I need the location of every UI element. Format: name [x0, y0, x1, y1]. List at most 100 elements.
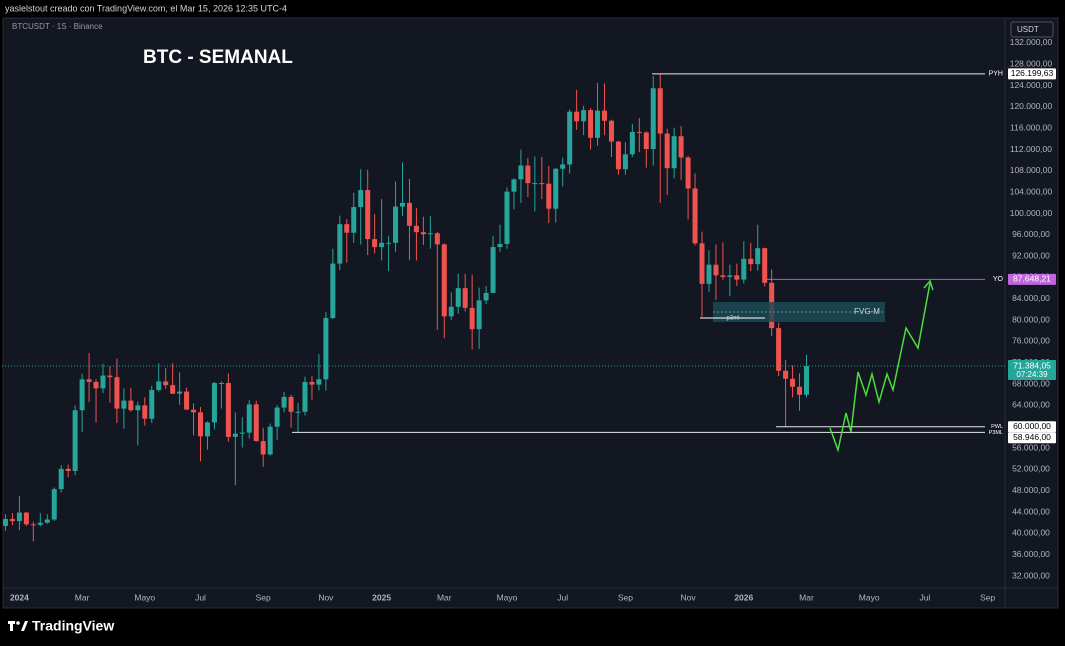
- candle-body: [58, 468, 64, 490]
- axes: 32.000,00 36.000,00 40.000,00 44.000,00 48.0…: [10, 37, 1056, 602]
- candle-body: [170, 385, 176, 394]
- y-tick-label: 48.000,00: [1012, 485, 1050, 495]
- candle-body: [608, 120, 614, 142]
- candle-body: [23, 512, 29, 525]
- y-tick-label: 100.000,00: [1010, 208, 1053, 218]
- candle-body: [288, 396, 294, 412]
- candle-body: [218, 383, 224, 385]
- candle-body: [441, 244, 447, 317]
- candle-body: [177, 391, 183, 394]
- candle-body: [434, 233, 440, 245]
- x-tick-label: 2024: [10, 592, 29, 602]
- candle-body: [706, 264, 712, 284]
- candle-body: [351, 207, 357, 233]
- y-tick-label: 36.000,00: [1012, 549, 1050, 559]
- level-name: PWL: [991, 424, 1003, 430]
- x-tick-label: 2025: [372, 592, 391, 602]
- y-tick-label: 104.000,00: [1010, 186, 1053, 196]
- candle-body: [156, 381, 162, 390]
- candle-body: [741, 258, 747, 280]
- y-tick-label: 96.000,00: [1012, 229, 1050, 239]
- y-tick-label: 80.000,00: [1012, 314, 1050, 324]
- y-tick-label: 84.000,00: [1012, 293, 1050, 303]
- candle-body: [539, 183, 545, 185]
- y-tick-label: 40.000,00: [1012, 528, 1050, 538]
- candle-body: [720, 275, 726, 277]
- plot-area: [2, 73, 1005, 542]
- candle-body: [309, 381, 315, 385]
- candle-body: [344, 224, 350, 233]
- candle-body: [476, 300, 482, 330]
- candle-body: [657, 88, 663, 134]
- chart-title: BTC - SEMANAL: [143, 47, 293, 68]
- candle-body: [567, 111, 573, 165]
- x-tick-label: Jul: [557, 592, 568, 602]
- candle-body: [490, 247, 496, 293]
- candle-body: [650, 88, 656, 150]
- footer-logo: TradingView: [8, 618, 114, 634]
- header: yaslelstout creado con TradingView.com, …: [5, 3, 287, 13]
- candle-body: [9, 518, 15, 522]
- candle-body: [462, 288, 468, 308]
- projection-path: [829, 282, 931, 453]
- candle-body: [184, 391, 190, 410]
- candle-body: [302, 381, 308, 412]
- candle-body: [399, 202, 406, 207]
- chart-panel: [2, 17, 1059, 609]
- level-price-box: [1008, 432, 1056, 444]
- candle-body: [316, 379, 322, 385]
- candle-body: [776, 328, 782, 371]
- candle-body: [511, 179, 517, 192]
- x-tick-label: Mayo: [134, 592, 155, 602]
- candle-body: [79, 379, 85, 411]
- candle-body: [232, 433, 238, 437]
- candle-body: [427, 233, 433, 235]
- logo-part: [16, 621, 20, 625]
- last-price-box: [1008, 360, 1056, 381]
- y-tick-label: 56.000,00: [1012, 442, 1050, 452]
- candle-body: [553, 168, 559, 209]
- candle-body: [615, 141, 621, 170]
- candle-body: [211, 383, 217, 423]
- candle-body: [337, 224, 343, 264]
- candle-body: [643, 132, 649, 150]
- candle-body: [295, 411, 301, 413]
- currency-box: [1010, 21, 1054, 38]
- y-tick-label: 52.000,00: [1012, 464, 1050, 474]
- logo-part: [10, 621, 13, 631]
- candle-body: [358, 190, 364, 208]
- candle-body: [455, 288, 461, 307]
- footer-text: TradingView: [32, 618, 114, 634]
- candle-body: [86, 379, 92, 382]
- p3ml-label: p3ml: [726, 316, 739, 322]
- candle-body: [574, 111, 580, 122]
- x-tick-label: Mar: [799, 592, 814, 602]
- candle-body: [253, 404, 259, 442]
- level-name: PYH: [989, 71, 1003, 78]
- candle-body: [267, 426, 273, 455]
- candle-body: [636, 131, 642, 133]
- candle-body: [72, 410, 78, 471]
- candle-body: [114, 377, 120, 409]
- candle-body: [497, 243, 503, 248]
- candle-body: [198, 412, 204, 437]
- candle-body: [518, 165, 524, 180]
- candle-body: [260, 441, 266, 455]
- level-name: YO: [993, 276, 1004, 283]
- candle-body: [225, 383, 231, 437]
- level-name: P3ML: [989, 430, 1003, 436]
- candle-body: [755, 248, 761, 265]
- candle-body: [135, 405, 141, 411]
- candle-body: [393, 206, 399, 243]
- candle-body: [365, 190, 371, 240]
- candle-body: [379, 242, 385, 248]
- candle-body: [629, 131, 635, 155]
- candle-body: [323, 317, 329, 380]
- x-tick-label: Mar: [437, 592, 452, 602]
- y-tick-label: 64.000,00: [1012, 400, 1050, 410]
- candle-body: [2, 518, 8, 526]
- candle-body: [671, 136, 677, 169]
- candle-body: [560, 164, 566, 169]
- x-tick-label: Sep: [256, 592, 271, 602]
- candle-body: [595, 110, 601, 138]
